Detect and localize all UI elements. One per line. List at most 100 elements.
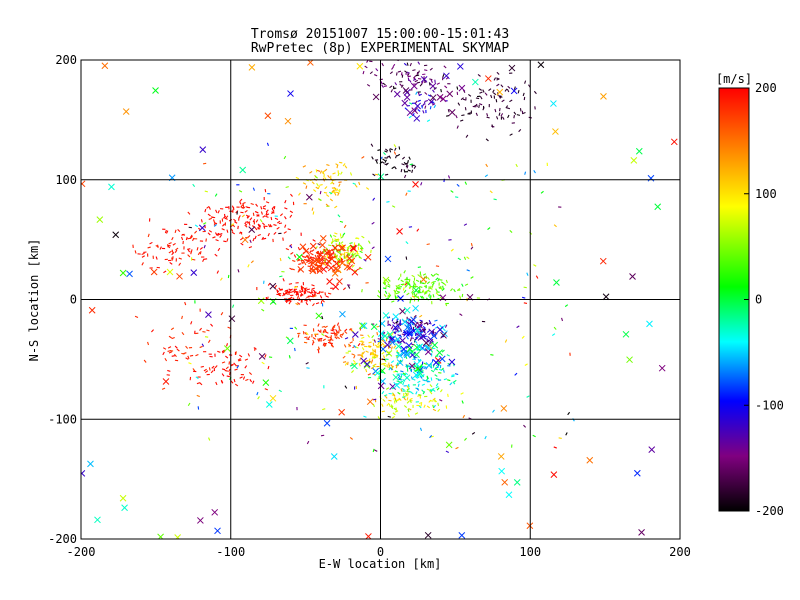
data-point bbox=[207, 232, 211, 236]
data-point-x bbox=[401, 99, 409, 107]
data-point-x bbox=[622, 330, 630, 338]
data-point bbox=[200, 219, 203, 223]
data-point bbox=[385, 387, 390, 390]
data-point bbox=[449, 382, 453, 386]
data-point-x bbox=[332, 283, 339, 291]
data-point bbox=[490, 354, 494, 356]
data-point-x bbox=[336, 278, 343, 285]
data-point bbox=[428, 319, 432, 324]
data-point-x bbox=[389, 338, 396, 346]
data-point bbox=[478, 104, 480, 109]
data-point bbox=[408, 115, 412, 119]
x-tick-label: -100 bbox=[216, 545, 245, 559]
data-point bbox=[398, 378, 402, 381]
data-point-x bbox=[429, 94, 437, 102]
data-point bbox=[400, 373, 403, 377]
data-point-x bbox=[427, 98, 435, 106]
data-point-x bbox=[264, 112, 272, 120]
data-point-x bbox=[500, 405, 508, 412]
data-point-x bbox=[320, 265, 328, 273]
data-point bbox=[492, 89, 495, 93]
data-point bbox=[561, 317, 564, 322]
data-point bbox=[208, 229, 213, 233]
data-point bbox=[460, 97, 464, 101]
data-point-x bbox=[670, 138, 678, 146]
data-point bbox=[406, 390, 410, 393]
data-point bbox=[424, 91, 428, 95]
data-point bbox=[441, 288, 445, 292]
data-point bbox=[247, 353, 250, 357]
data-point-x bbox=[346, 254, 353, 262]
data-point bbox=[381, 351, 385, 355]
plot-frame bbox=[80, 59, 681, 540]
data-point-x bbox=[436, 326, 444, 333]
data-point bbox=[406, 385, 410, 389]
data-point bbox=[215, 239, 219, 242]
data-point bbox=[384, 150, 388, 153]
data-point bbox=[375, 160, 378, 164]
data-point bbox=[396, 290, 401, 293]
data-point bbox=[318, 338, 321, 342]
data-point-x bbox=[265, 401, 273, 408]
data-point bbox=[382, 158, 386, 162]
data-point bbox=[298, 263, 302, 265]
data-point bbox=[404, 282, 408, 286]
data-point bbox=[267, 224, 271, 228]
data-point bbox=[435, 277, 439, 281]
data-point bbox=[219, 234, 222, 238]
data-point bbox=[524, 363, 528, 366]
data-point bbox=[367, 240, 371, 244]
data-point-x bbox=[394, 335, 402, 343]
data-point bbox=[444, 324, 448, 328]
data-point bbox=[500, 113, 504, 117]
data-point bbox=[420, 182, 423, 186]
data-point-x bbox=[430, 332, 438, 340]
data-point-x bbox=[360, 322, 368, 330]
data-point bbox=[141, 255, 145, 258]
data-point bbox=[400, 84, 404, 88]
data-point bbox=[162, 351, 165, 356]
data-point bbox=[303, 290, 307, 294]
data-point bbox=[415, 279, 420, 282]
data-point bbox=[336, 164, 339, 169]
data-point bbox=[320, 434, 325, 437]
data-point bbox=[533, 170, 536, 174]
data-point-x bbox=[326, 278, 333, 285]
data-point bbox=[496, 83, 500, 87]
data-point-x bbox=[413, 360, 421, 368]
data-point bbox=[388, 399, 392, 402]
data-point bbox=[429, 78, 433, 81]
data-point-x bbox=[334, 266, 342, 274]
data-point bbox=[418, 394, 422, 396]
data-point bbox=[501, 116, 505, 120]
data-point bbox=[311, 249, 315, 252]
data-point-x bbox=[331, 244, 339, 252]
data-point-x bbox=[658, 364, 666, 372]
data-point bbox=[387, 323, 391, 326]
data-point bbox=[244, 221, 249, 223]
data-point bbox=[394, 155, 398, 159]
data-point bbox=[202, 258, 205, 262]
data-point bbox=[194, 230, 198, 234]
data-point bbox=[192, 258, 196, 261]
data-point bbox=[405, 256, 408, 260]
data-point bbox=[499, 95, 503, 98]
data-point bbox=[221, 349, 226, 353]
data-point-x bbox=[108, 183, 115, 191]
data-point bbox=[390, 326, 394, 330]
x-tick-label: 100 bbox=[519, 545, 541, 559]
data-point bbox=[427, 276, 430, 281]
colorbar-tick-label: -200 bbox=[755, 504, 784, 518]
data-point bbox=[409, 102, 413, 105]
data-point bbox=[323, 343, 327, 347]
data-point bbox=[397, 376, 401, 380]
data-point bbox=[351, 253, 355, 256]
data-point-x bbox=[429, 82, 437, 90]
data-point-x bbox=[400, 349, 408, 357]
data-point bbox=[173, 353, 177, 358]
data-point bbox=[484, 92, 488, 96]
data-point bbox=[389, 148, 393, 151]
data-point bbox=[312, 289, 316, 293]
data-point bbox=[382, 287, 387, 290]
data-point bbox=[387, 415, 391, 418]
